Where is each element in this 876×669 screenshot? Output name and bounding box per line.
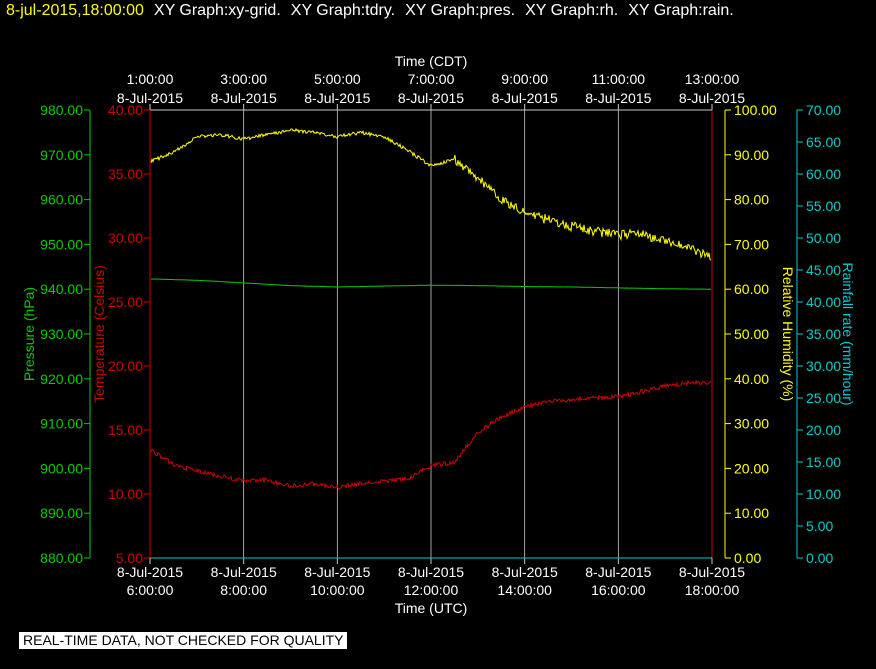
x-axis-title-bottom: Time (UTC): [395, 600, 468, 616]
x-tick-label-bottom-date: 8-Jul-2015: [117, 564, 183, 580]
pressure-tick-label: 880.00: [40, 550, 83, 566]
x-tick-label-top-time: 9:00:00: [501, 71, 548, 87]
x-tick-label-bottom-date: 8-Jul-2015: [211, 564, 277, 580]
header-graph-rh: XY Graph:rh.: [525, 2, 619, 19]
x-tick-label-bottom-time: 10:00:00: [310, 582, 365, 598]
x-tick-label-top-time: 5:00:00: [314, 71, 361, 87]
rain-tick-label: 0.00: [806, 550, 833, 566]
pressure-tick-label: 890.00: [40, 505, 83, 521]
rain-tick-label: 30.00: [806, 358, 841, 374]
rh-tick-label: 10.00: [734, 505, 769, 521]
pressure-tick-label: 960.00: [40, 192, 83, 208]
x-tick-label-top-date: 8-Jul-2015: [492, 90, 558, 106]
header-timestamp: 8-jul-2015,18:00:00: [6, 2, 144, 19]
x-tick-label-top-time: 11:00:00: [592, 71, 646, 87]
pressure-tick-label: 970.00: [40, 147, 83, 163]
pressure-tick-label: 910.00: [40, 416, 83, 432]
temperature-tick-label: 10.00: [108, 486, 143, 502]
rain-tick-label: 25.00: [806, 390, 841, 406]
temperature-tick-label: 30.00: [108, 230, 143, 246]
pressure-series-line: [150, 278, 712, 290]
x-tick-label-top-date: 8-Jul-2015: [679, 90, 745, 106]
x-tick-label-top-time: 7:00:00: [408, 71, 455, 87]
x-tick-label-top-date: 8-Jul-2015: [304, 90, 370, 106]
temperature-tick-label: 25.00: [108, 294, 143, 310]
rain-tick-label: 65.00: [806, 134, 841, 150]
rh-tick-label: 80.00: [734, 192, 769, 208]
x-tick-label-bottom-date: 8-Jul-2015: [585, 564, 651, 580]
rh-tick-label: 60.00: [734, 281, 769, 297]
pressure-tick-label: 940.00: [40, 281, 83, 297]
header-graph-tdry: XY Graph:tdry.: [290, 2, 396, 19]
header-graph-rain: XY Graph:rain.: [628, 2, 734, 19]
x-tick-label-bottom-time: 14:00:00: [497, 582, 552, 598]
x-tick-label-bottom-time: 6:00:00: [127, 582, 174, 598]
rh-tick-label: 30.00: [734, 416, 769, 432]
quality-notice: REAL-TIME DATA, NOT CHECKED FOR QUALITY: [19, 632, 348, 649]
temperature-tick-label: 35.00: [108, 166, 143, 182]
x-axis-title-top: Time (CDT): [395, 53, 468, 69]
x-tick-label-bottom-time: 18:00:00: [685, 582, 740, 598]
x-tick-label-bottom-date: 8-Jul-2015: [679, 564, 745, 580]
pressure-tick-label: 950.00: [40, 236, 83, 252]
x-tick-label-top-date: 8-Jul-2015: [211, 90, 277, 106]
temperature-tick-label: 15.00: [108, 422, 143, 438]
pressure-axis-title: Pressure (hPa): [21, 287, 37, 381]
rh-axis-title: Relative Humidity (%): [780, 267, 796, 402]
rain-tick-label: 10.00: [806, 486, 841, 502]
rh-tick-label: 50.00: [734, 326, 769, 342]
rain-tick-label: 15.00: [806, 454, 841, 470]
x-tick-label-top-time: 1:00:00: [127, 71, 174, 87]
header-graph-pres: XY Graph:pres.: [405, 2, 516, 19]
rh-tick-label: 100.00: [734, 102, 777, 118]
pressure-tick-label: 920.00: [40, 371, 83, 387]
rain-tick-label: 40.00: [806, 294, 841, 310]
temperature-tick-label: 20.00: [108, 358, 143, 374]
rh-series-line: [150, 127, 712, 261]
rh-tick-label: 90.00: [734, 147, 769, 163]
x-tick-label-top-time: 13:00:00: [685, 71, 740, 87]
rain-tick-label: 45.00: [806, 262, 841, 278]
rain-tick-label: 5.00: [806, 518, 833, 534]
rh-tick-label: 0.00: [734, 550, 761, 566]
pressure-tick-label: 900.00: [40, 460, 83, 476]
rain-tick-label: 50.00: [806, 230, 841, 246]
x-tick-label-bottom-date: 8-Jul-2015: [492, 564, 558, 580]
x-tick-label-bottom-time: 16:00:00: [591, 582, 646, 598]
rain-tick-label: 20.00: [806, 422, 841, 438]
temperature-axis-title: Temperature (Celsius): [91, 265, 107, 403]
rain-tick-label: 55.00: [806, 198, 841, 214]
temperature-tick-label: 40.00: [108, 102, 143, 118]
x-tick-label-bottom-time: 12:00:00: [404, 582, 459, 598]
header-bar: 8-jul-2015,18:00:00 XY Graph:xy-grid. XY G…: [6, 2, 744, 20]
rh-tick-label: 40.00: [734, 371, 769, 387]
pressure-tick-label: 980.00: [40, 102, 83, 118]
temperature-series-line: [150, 379, 712, 491]
rain-tick-label: 35.00: [806, 326, 841, 342]
rh-tick-label: 70.00: [734, 236, 769, 252]
rain-tick-label: 60.00: [806, 166, 841, 182]
x-tick-label-bottom-time: 8:00:00: [220, 582, 267, 598]
pressure-tick-label: 930.00: [40, 326, 83, 342]
x-tick-label-bottom-date: 8-Jul-2015: [398, 564, 464, 580]
x-tick-label-bottom-date: 8-Jul-2015: [304, 564, 370, 580]
x-tick-label-top-date: 8-Jul-2015: [117, 90, 183, 106]
rain-tick-label: 70.00: [806, 102, 841, 118]
temperature-tick-label: 5.00: [116, 550, 143, 566]
x-tick-label-top-time: 3:00:00: [220, 71, 267, 87]
rh-tick-label: 20.00: [734, 460, 769, 476]
rain-axis-title: Rainfall rate (mm/hour): [840, 262, 856, 405]
x-tick-label-top-date: 8-Jul-2015: [398, 90, 464, 106]
x-tick-label-top-date: 8-Jul-2015: [585, 90, 651, 106]
header-graph-xy-grid: XY Graph:xy-grid.: [153, 2, 281, 19]
